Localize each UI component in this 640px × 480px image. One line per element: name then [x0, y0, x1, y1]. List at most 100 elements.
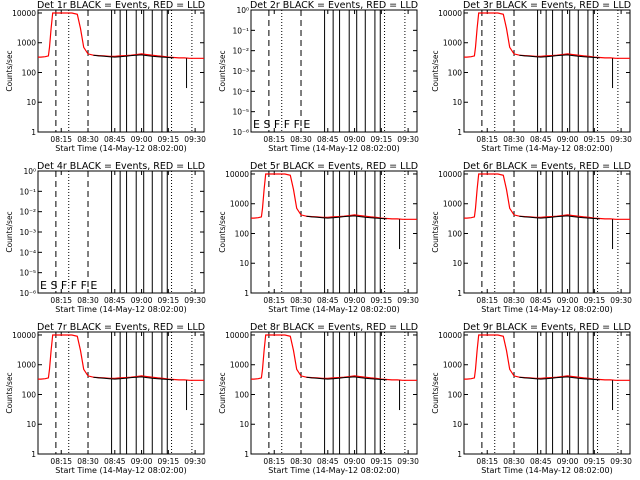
y-axis-label: Counts/sec	[218, 211, 227, 252]
marker-letters: E S F F F E	[40, 279, 97, 292]
x-tick-label: 09:30	[397, 296, 419, 305]
y-tick-label: 1	[457, 289, 462, 298]
x-tick-label: 09:30	[184, 457, 206, 466]
y-tick-label: 10⁻⁶	[232, 128, 249, 137]
plot-frame	[463, 9, 631, 133]
x-tick-label: 09:15	[584, 457, 606, 466]
y-tick-label: 1	[457, 128, 462, 137]
x-tick-label: 09:15	[158, 135, 180, 144]
series-events-line	[519, 376, 600, 381]
chart-title: Det 3r BLACK = Events, RED = LLD	[463, 0, 631, 11]
y-tick-label: 100	[448, 390, 463, 399]
x-axis-label: Start Time (14-May-12 08:02:00)	[268, 466, 399, 475]
x-tick-label: 09:00	[344, 457, 366, 466]
chart-title: Det 9r BLACK = Events, RED = LLD	[463, 322, 631, 333]
series-lld-line	[251, 334, 417, 381]
x-tick-label: 09:00	[344, 296, 366, 305]
chart-panel-8: Det 8r BLACK = Events, RED = LLD 1 10 100 10…	[218, 322, 419, 475]
y-tick-label: 10	[239, 259, 249, 268]
series-lld-line	[464, 334, 630, 381]
y-tick-label: 100	[22, 390, 37, 399]
plot-frame	[250, 9, 418, 133]
x-tick-label: 08:30	[77, 457, 99, 466]
chart-panel-2: Det 2r BLACK = Events, RED = LLD 10⁻⁶ 10⁻⁵…	[218, 0, 419, 153]
x-axis-label: Start Time (14-May-12 08:02:00)	[55, 466, 186, 475]
x-tick-label: 08:45	[530, 296, 552, 305]
y-tick-label: 10000	[225, 170, 249, 179]
chart-title: Det 5r BLACK = Events, RED = LLD	[250, 161, 418, 172]
y-axis-label: Counts/sec	[5, 211, 14, 252]
y-axis-label: Counts/sec	[218, 372, 227, 413]
plot-frame	[250, 170, 418, 294]
series-events-line	[93, 54, 174, 59]
x-tick-label: 09:15	[584, 135, 606, 144]
x-tick-label: 08:45	[317, 296, 339, 305]
chart-panel-5: Det 5r BLACK = Events, RED = LLD 1 10 100 10…	[218, 161, 419, 314]
y-tick-label: 10⁻⁴	[19, 248, 36, 257]
series-lld-line	[464, 173, 630, 220]
x-axis-label: Start Time (14-May-12 08:02:00)	[268, 144, 399, 153]
x-tick-label: 09:30	[397, 457, 419, 466]
y-tick-label: 1	[244, 450, 249, 459]
x-tick-label: 08:45	[530, 457, 552, 466]
plot-frame	[463, 331, 631, 455]
chart-title: Det 7r BLACK = Events, RED = LLD	[37, 322, 205, 333]
x-tick-label: 09:00	[131, 296, 153, 305]
x-tick-label: 08:30	[290, 457, 312, 466]
y-tick-label: 100	[448, 68, 463, 77]
x-tick-label: 08:15	[476, 135, 498, 144]
plot-frame	[250, 331, 418, 455]
chart-title: Det 1r BLACK = Events, RED = LLD	[37, 0, 205, 11]
x-tick-label: 08:30	[503, 457, 525, 466]
series-lld-line	[38, 12, 204, 59]
y-axis-label: Counts/sec	[5, 372, 14, 413]
x-tick-label: 08:15	[263, 296, 285, 305]
x-tick-label: 08:15	[476, 457, 498, 466]
plot-frame	[463, 170, 631, 294]
chart-panel-1: Det 1r BLACK = Events, RED = LLD 1 10 100 10…	[5, 0, 206, 153]
x-tick-label: 09:00	[344, 135, 366, 144]
y-tick-label: 1	[31, 128, 36, 137]
x-tick-label: 08:45	[104, 135, 126, 144]
x-tick-label: 08:30	[503, 296, 525, 305]
x-axis-label: Start Time (14-May-12 08:02:00)	[55, 305, 186, 314]
y-tick-label: 1000	[17, 39, 36, 48]
y-tick-label: 1000	[230, 200, 249, 209]
chart-title: Det 2r BLACK = Events, RED = LLD	[250, 0, 418, 11]
plot-frame	[37, 170, 205, 294]
x-tick-label: 08:15	[50, 296, 72, 305]
chart-panel-3: Det 3r BLACK = Events, RED = LLD 1 10 100 10…	[431, 0, 632, 153]
y-tick-label: 10⁻⁴	[232, 87, 249, 96]
x-tick-label: 09:30	[610, 135, 632, 144]
chart-title: Det 6r BLACK = Events, RED = LLD	[463, 161, 631, 172]
x-tick-label: 08:30	[77, 135, 99, 144]
x-tick-label: 08:15	[50, 457, 72, 466]
y-tick-label: 10⁻¹	[19, 187, 36, 196]
plot-frame	[37, 9, 205, 133]
x-tick-label: 08:15	[50, 135, 72, 144]
y-tick-label: 100	[235, 390, 250, 399]
y-tick-label: 1	[244, 289, 249, 298]
y-tick-label: 10000	[438, 331, 462, 340]
chart-title: Det 8r BLACK = Events, RED = LLD	[250, 322, 418, 333]
series-lld-line	[464, 12, 630, 59]
y-tick-label: 100	[235, 229, 250, 238]
y-tick-label: 1000	[17, 361, 36, 370]
y-tick-label: 10⁻⁶	[19, 289, 36, 298]
x-tick-label: 09:15	[158, 296, 180, 305]
y-tick-label: 1	[31, 450, 36, 459]
y-tick-label: 100	[22, 68, 37, 77]
x-tick-label: 08:30	[290, 296, 312, 305]
x-tick-label: 08:30	[290, 135, 312, 144]
x-tick-label: 08:45	[104, 296, 126, 305]
x-tick-label: 08:15	[476, 296, 498, 305]
x-axis-label: Start Time (14-May-12 08:02:00)	[481, 144, 612, 153]
x-tick-label: 09:15	[584, 296, 606, 305]
x-tick-label: 08:30	[503, 135, 525, 144]
series-events-line	[93, 376, 174, 381]
x-tick-label: 09:15	[158, 457, 180, 466]
y-tick-label: 10	[452, 98, 462, 107]
y-axis-label: Counts/sec	[431, 211, 440, 252]
series-events-line	[306, 376, 387, 381]
y-tick-label: 10⁻³	[19, 228, 36, 237]
